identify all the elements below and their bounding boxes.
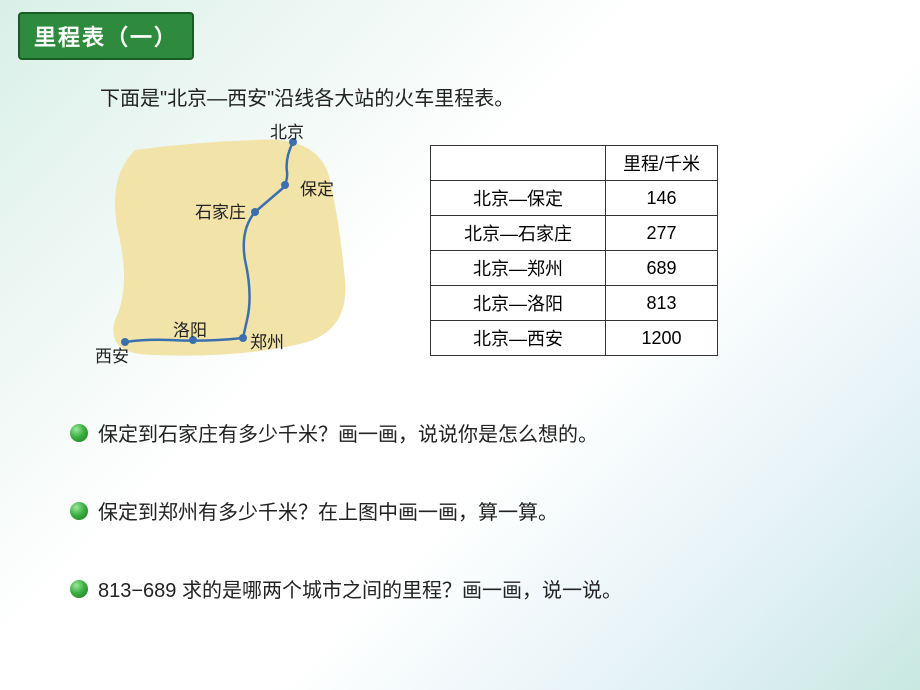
question-list: 保定到石家庄有多少千米？画一画，说说你是怎么想的。保定到郑州有多少千米？在上图中…	[70, 420, 850, 654]
table-body: 北京—保定146北京—石家庄277北京—郑州689北京—洛阳813北京—西安12…	[431, 181, 718, 356]
table-row: 北京—郑州689	[431, 251, 718, 286]
map-blob	[113, 140, 345, 356]
bullet-icon	[70, 502, 88, 520]
km-cell: 689	[606, 251, 718, 286]
route-cell: 北京—西安	[431, 321, 606, 356]
bullet-icon	[70, 580, 88, 598]
question-text: 813−689 求的是哪两个城市之间的里程？画一画，说一说。	[98, 576, 622, 606]
question-text: 保定到石家庄有多少千米？画一画，说说你是怎么想的。	[98, 420, 598, 450]
station-label: 石家庄	[195, 198, 246, 223]
table-row: 北京—石家庄277	[431, 216, 718, 251]
station-label: 保定	[300, 175, 334, 200]
bullet-icon	[70, 424, 88, 442]
station-dot	[281, 181, 289, 189]
mileage-table: 里程/千米 北京—保定146北京—石家庄277北京—郑州689北京—洛阳813北…	[430, 145, 718, 356]
table-row: 北京—西安1200	[431, 321, 718, 356]
question-item: 保定到石家庄有多少千米？画一画，说说你是怎么想的。	[70, 420, 850, 450]
route-cell: 北京—保定	[431, 181, 606, 216]
km-cell: 146	[606, 181, 718, 216]
km-cell: 813	[606, 286, 718, 321]
km-cell: 1200	[606, 321, 718, 356]
question-item: 813−689 求的是哪两个城市之间的里程？画一画，说一说。	[70, 576, 850, 606]
station-dot	[251, 208, 259, 216]
table-row: 北京—洛阳813	[431, 286, 718, 321]
header-km: 里程/千米	[606, 146, 718, 181]
subtitle-text: 下面是"北京—西安"沿线各大站的火车里程表。	[100, 82, 514, 111]
station-label: 西安	[95, 342, 129, 367]
map-svg	[95, 120, 375, 370]
table-row: 北京—保定146	[431, 181, 718, 216]
question-item: 保定到郑州有多少千米？在上图中画一画，算一算。	[70, 498, 850, 528]
station-label: 郑州	[250, 328, 284, 353]
route-cell: 北京—郑州	[431, 251, 606, 286]
route-cell: 北京—石家庄	[431, 216, 606, 251]
mileage-table-wrap: 里程/千米 北京—保定146北京—石家庄277北京—郑州689北京—洛阳813北…	[430, 145, 718, 356]
title-badge: 里程表（一）	[18, 12, 194, 60]
table-header-row: 里程/千米	[431, 146, 718, 181]
header-blank	[431, 146, 606, 181]
route-cell: 北京—洛阳	[431, 286, 606, 321]
question-text: 保定到郑州有多少千米？在上图中画一画，算一算。	[98, 498, 558, 528]
route-map: 北京保定石家庄郑州 洛阳西安	[95, 120, 375, 370]
station-dot	[239, 334, 247, 342]
km-cell: 277	[606, 216, 718, 251]
station-label: 北京	[270, 118, 304, 143]
station-label: 洛阳	[173, 316, 207, 341]
